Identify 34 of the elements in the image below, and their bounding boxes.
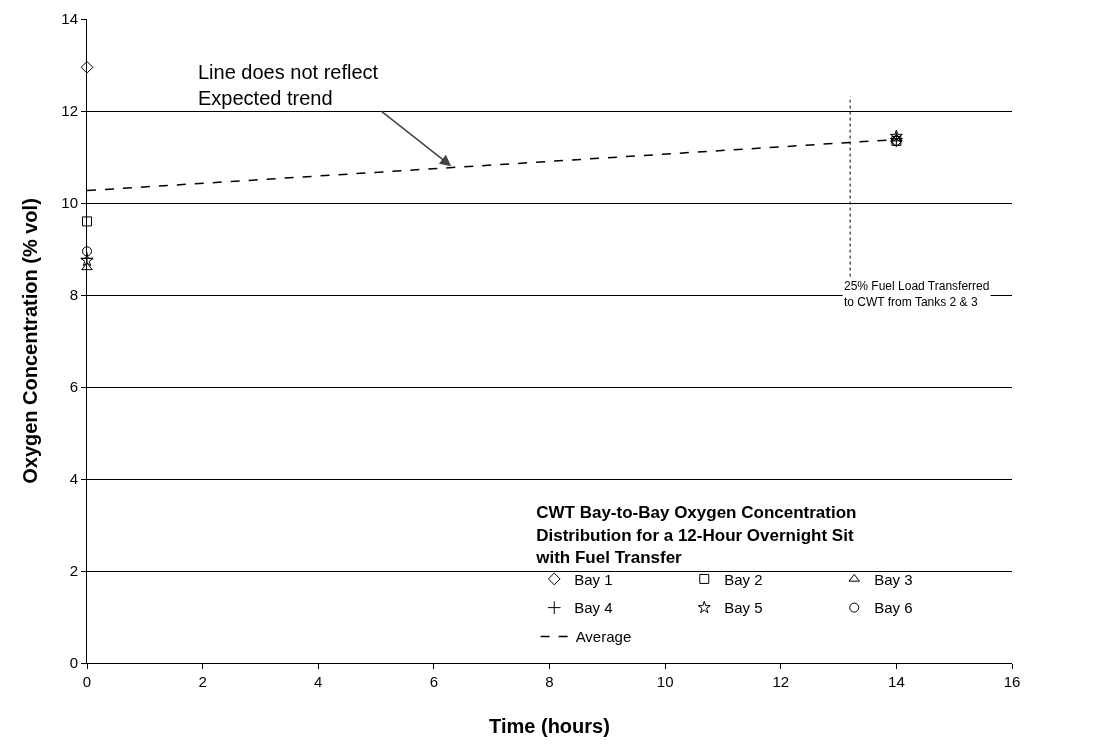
x-tick-label: 6 [429, 673, 439, 690]
point [81, 262, 93, 271]
x-axis-title: Time (hours) [489, 715, 610, 737]
legend-label: Bay 6 [874, 599, 913, 617]
y-tick-label: 14 [61, 10, 78, 28]
y-tick-label: 8 [69, 286, 78, 304]
x-tick-label: 4 [314, 673, 323, 690]
legend-label: Bay 5 [724, 599, 763, 617]
legend-label: Bay 3 [874, 570, 913, 588]
point [82, 216, 92, 227]
x-tick-label: 10 [656, 673, 674, 690]
y-tick-label: 2 [69, 562, 78, 580]
x-tick-label: 2 [198, 673, 207, 690]
legend-label: Bay 2 [724, 570, 763, 588]
legend-title: CWT Bay-to-Bay Oxygen Concentration Distribution for a 12-Hour Overnight Sit with Fuel Transfer [535, 503, 857, 567]
x-tick-label: 16 [1003, 673, 1021, 690]
point [82, 246, 92, 257]
legend-label: Average [575, 628, 632, 646]
legend-label: Bay 4 [574, 599, 613, 617]
point [889, 129, 903, 142]
y-axis-title: Oxygen Concentration (% vol) [19, 198, 41, 484]
ref-line-label: 25% Fuel Load Transferred to CWT from Tanks 2 & 3 [844, 279, 990, 309]
x-tick-label: 12 [772, 673, 790, 690]
x-tick-label: 8 [545, 673, 554, 690]
point [80, 60, 94, 74]
x-tick-label: 0 [82, 673, 92, 690]
y-tick-label: 4 [69, 470, 78, 488]
y-tick-label: 6 [69, 378, 78, 396]
y-tick-label: 10 [61, 194, 78, 212]
y-tick-label: 0 [69, 654, 78, 672]
y-tick-label: 12 [61, 102, 78, 120]
annotation: Line does not reflect Expected trend [198, 61, 379, 109]
x-tick-label: 14 [888, 673, 905, 690]
legend-label: Bay 1 [574, 570, 613, 588]
